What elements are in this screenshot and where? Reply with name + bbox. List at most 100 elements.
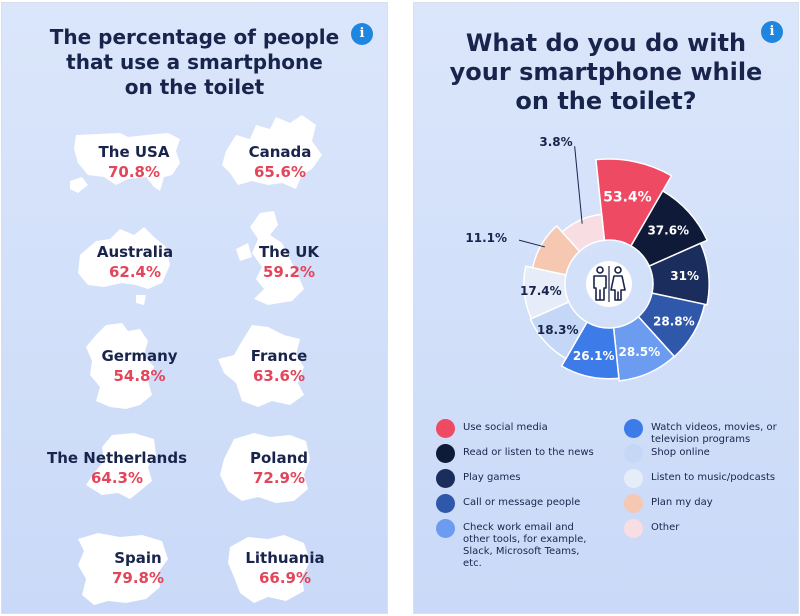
restroom-icon <box>586 261 632 307</box>
legend-item: Plan my day <box>624 494 786 513</box>
data-label: 53.4% <box>603 189 652 205</box>
legend-item: Shop online <box>624 444 786 463</box>
usa-map-icon <box>70 133 180 193</box>
legend-label: Listen to music/podcasts <box>651 472 776 483</box>
right-panel: i What do you do with your smartphone wh… <box>413 2 799 614</box>
legend-label: Read or listen to the news <box>463 447 594 458</box>
right-title: What do you do with your smartphone whil… <box>414 29 798 116</box>
legend-label: Call or message people <box>463 497 581 508</box>
donut-segment <box>561 213 606 253</box>
poland-map-icon <box>220 433 310 503</box>
country-value: 70.8% <box>107 163 161 181</box>
legend-swatch <box>436 494 455 513</box>
country-poland: Poland 72.9% <box>214 431 364 503</box>
country-name: Lithuania <box>245 549 325 567</box>
data-label: 37.6% <box>647 224 689 238</box>
legend-label: Plan my day <box>651 497 713 508</box>
donut-chart: 53.4% 37.6% 31% 28.8% 28.5% 26.1% 18.3% 17.4% 11… <box>465 135 710 382</box>
uk-map-icon <box>236 211 304 305</box>
country-spain: Spain 79.8% <box>74 529 224 605</box>
data-label: 18.3% <box>537 323 579 337</box>
leader-line <box>518 239 545 248</box>
country-name: Poland <box>250 449 308 467</box>
data-label: 31% <box>670 269 699 283</box>
legend-item: Watch videos, movies, or television prog… <box>624 419 786 446</box>
legend-label: Check work email and other tools, for ex… <box>463 522 587 569</box>
legend-swatch <box>624 494 643 513</box>
country-value: 63.6% <box>252 367 306 385</box>
left-title-line-1: The percentage of people <box>49 25 340 49</box>
data-label: 26.1% <box>573 349 615 363</box>
country-canada: Canada 65.6% <box>216 111 366 189</box>
legend-swatch <box>436 519 455 538</box>
legend-item: Listen to music/podcasts <box>624 469 786 488</box>
canada-map-icon <box>222 115 322 189</box>
australia-map-icon <box>78 227 170 305</box>
data-label: 28.5% <box>619 345 661 359</box>
country-value: 59.2% <box>262 263 316 281</box>
country-name: Canada <box>248 143 312 161</box>
netherlands-map-icon <box>86 433 156 499</box>
country-name: The UK <box>258 243 320 261</box>
legend-swatch <box>624 419 643 438</box>
donut-segment <box>629 189 709 268</box>
right-title-line-2: your smartphone while <box>449 58 763 86</box>
legend-label: Watch videos, movies, or television prog… <box>651 422 777 445</box>
country-value: 54.8% <box>113 367 166 385</box>
info-icon[interactable]: i <box>761 21 783 43</box>
legend-swatch <box>436 469 455 488</box>
leader-line <box>574 146 583 224</box>
country-netherlands: The Netherlands 64.3% <box>47 431 232 503</box>
legend-label: Shop online <box>651 447 710 458</box>
country-name: Australia <box>96 243 174 261</box>
legend-item: Play games <box>436 469 598 488</box>
legend-item: Other <box>624 519 786 538</box>
legend-item: Use social media <box>436 419 598 438</box>
country-name: The USA <box>98 143 170 161</box>
germany-map-icon <box>86 323 154 409</box>
country-germany: Germany 54.8% <box>82 321 232 409</box>
country-value: 64.3% <box>90 469 144 487</box>
donut-labels: 53.4% 37.6% 31% 28.8% 28.5% 26.1% 18.3% 17.4% 11… <box>465 135 699 363</box>
info-icon[interactable]: i <box>351 23 373 45</box>
legend-label: Use social media <box>463 422 548 433</box>
legend-swatch <box>624 469 643 488</box>
legend-item: Call or message people <box>436 494 598 513</box>
country-name: The Netherlands <box>46 449 188 467</box>
lithuania-map-icon <box>228 535 310 603</box>
donut-segment <box>648 242 710 306</box>
donut-leaders <box>518 146 583 248</box>
country-value: 66.9% <box>258 569 312 587</box>
legend-item: Read or listen to the news <box>436 444 598 463</box>
legend-label: Other <box>651 522 680 533</box>
country-name: France <box>250 347 308 365</box>
data-label: 3.8% <box>539 135 572 149</box>
country-value: 72.9% <box>252 469 306 487</box>
donut-segment <box>595 158 673 247</box>
france-map-icon <box>218 325 304 407</box>
country-name: Germany <box>101 347 178 365</box>
country-france: France 63.6% <box>214 321 364 407</box>
data-label: 28.8% <box>653 314 695 328</box>
legend-swatch <box>436 419 455 438</box>
spain-map-icon <box>78 533 168 605</box>
left-title-line-2: that use a smartphone <box>66 50 323 74</box>
data-label: 11.1% <box>465 231 507 245</box>
right-title-line-3: on the toilet? <box>515 87 697 115</box>
legend-item: Check work email and other tools, for ex… <box>436 519 598 570</box>
donut-segment <box>560 321 620 380</box>
legend-label: Play games <box>463 472 521 483</box>
legend-swatch <box>624 444 643 463</box>
country-name: Spain <box>114 549 162 567</box>
donut-segments <box>523 158 710 382</box>
country-lithuania: Lithuania 66.9% <box>224 531 374 603</box>
country-value: 65.6% <box>253 163 307 181</box>
legend-swatch <box>624 519 643 538</box>
left-panel: i The percentage of people that use a sm… <box>1 2 388 614</box>
country-uk: The UK 59.2% <box>234 209 384 305</box>
country-value: 62.4% <box>108 263 162 281</box>
country-usa: The USA 70.8% <box>68 129 218 201</box>
country-australia: Australia 62.4% <box>74 225 224 305</box>
left-title-line-3: on the toilet <box>124 75 265 99</box>
donut-segment <box>612 315 676 382</box>
